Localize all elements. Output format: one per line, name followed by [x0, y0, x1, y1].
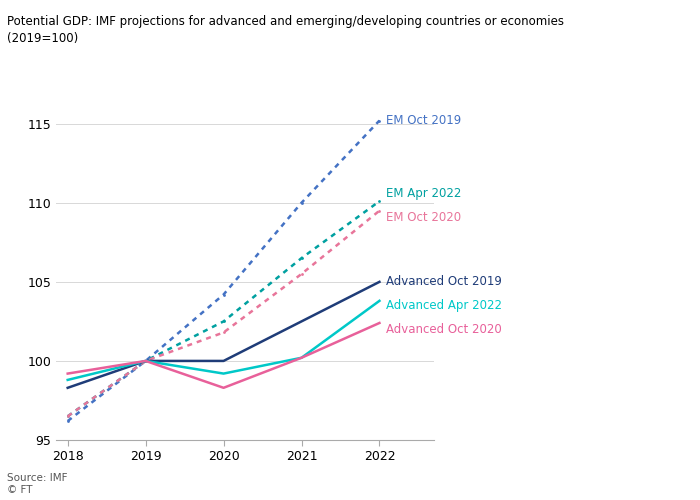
Text: Advanced Apr 2022: Advanced Apr 2022	[386, 299, 502, 312]
Text: Source: IMF
© FT: Source: IMF © FT	[7, 474, 67, 495]
Text: Advanced Oct 2019: Advanced Oct 2019	[386, 276, 502, 288]
Text: Advanced Oct 2020: Advanced Oct 2020	[386, 323, 501, 336]
Text: EM Oct 2019: EM Oct 2019	[386, 114, 461, 127]
Text: Potential GDP: IMF projections for advanced and emerging/developing countries or: Potential GDP: IMF projections for advan…	[7, 15, 564, 45]
Text: EM Oct 2020: EM Oct 2020	[386, 210, 461, 224]
Text: EM Apr 2022: EM Apr 2022	[386, 187, 461, 200]
